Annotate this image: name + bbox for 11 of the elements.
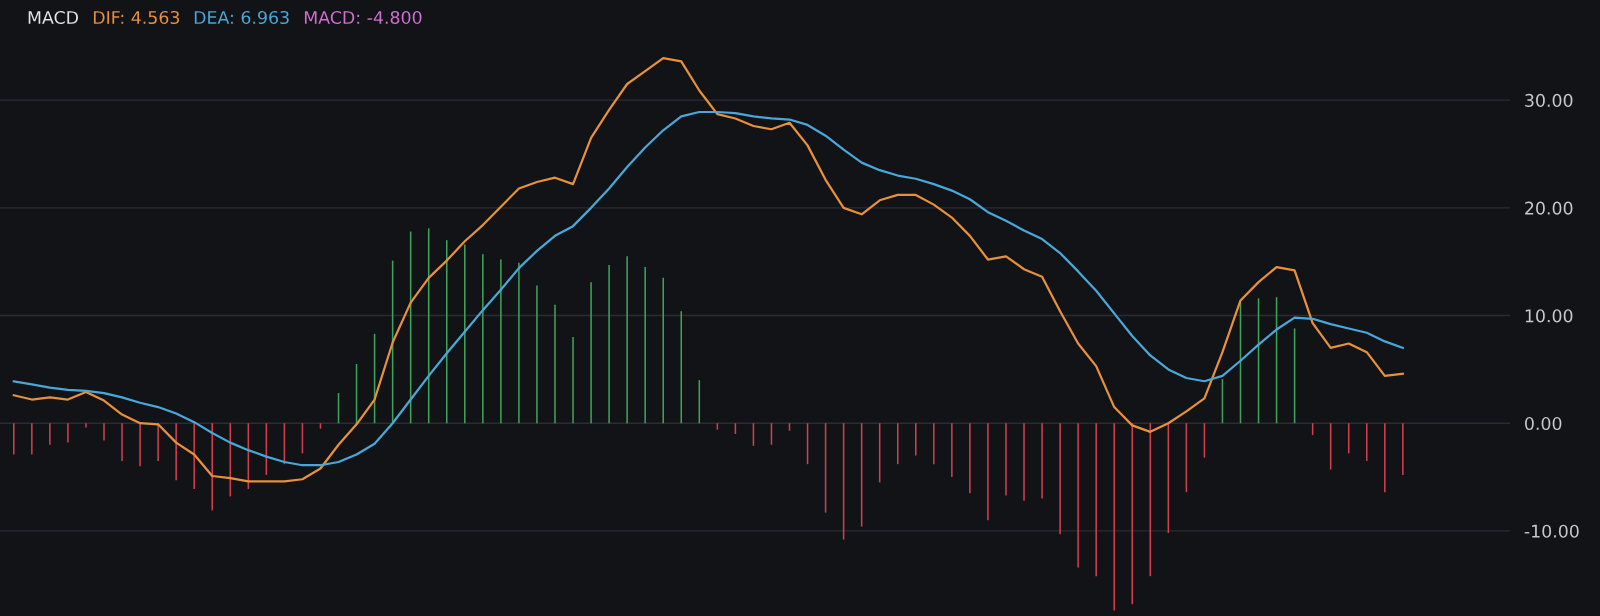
text: DIF: 4.563 <box>93 10 180 25</box>
y-tick-label: 20.00 <box>1525 201 1573 215</box>
y-tick-label: 0.00 <box>1525 416 1562 431</box>
y-tick-label: 30.00 <box>1525 93 1573 107</box>
text: DEA: 6.963 <box>194 10 289 25</box>
line-series <box>12 57 1404 483</box>
annotation: MACD: -4.800 <box>304 10 422 25</box>
y-tick-label: -10.00 <box>1524 524 1579 538</box>
line-series <box>12 110 1404 467</box>
y-tick-label: 10.00 <box>1525 309 1573 323</box>
text: MACD <box>28 10 79 25</box>
